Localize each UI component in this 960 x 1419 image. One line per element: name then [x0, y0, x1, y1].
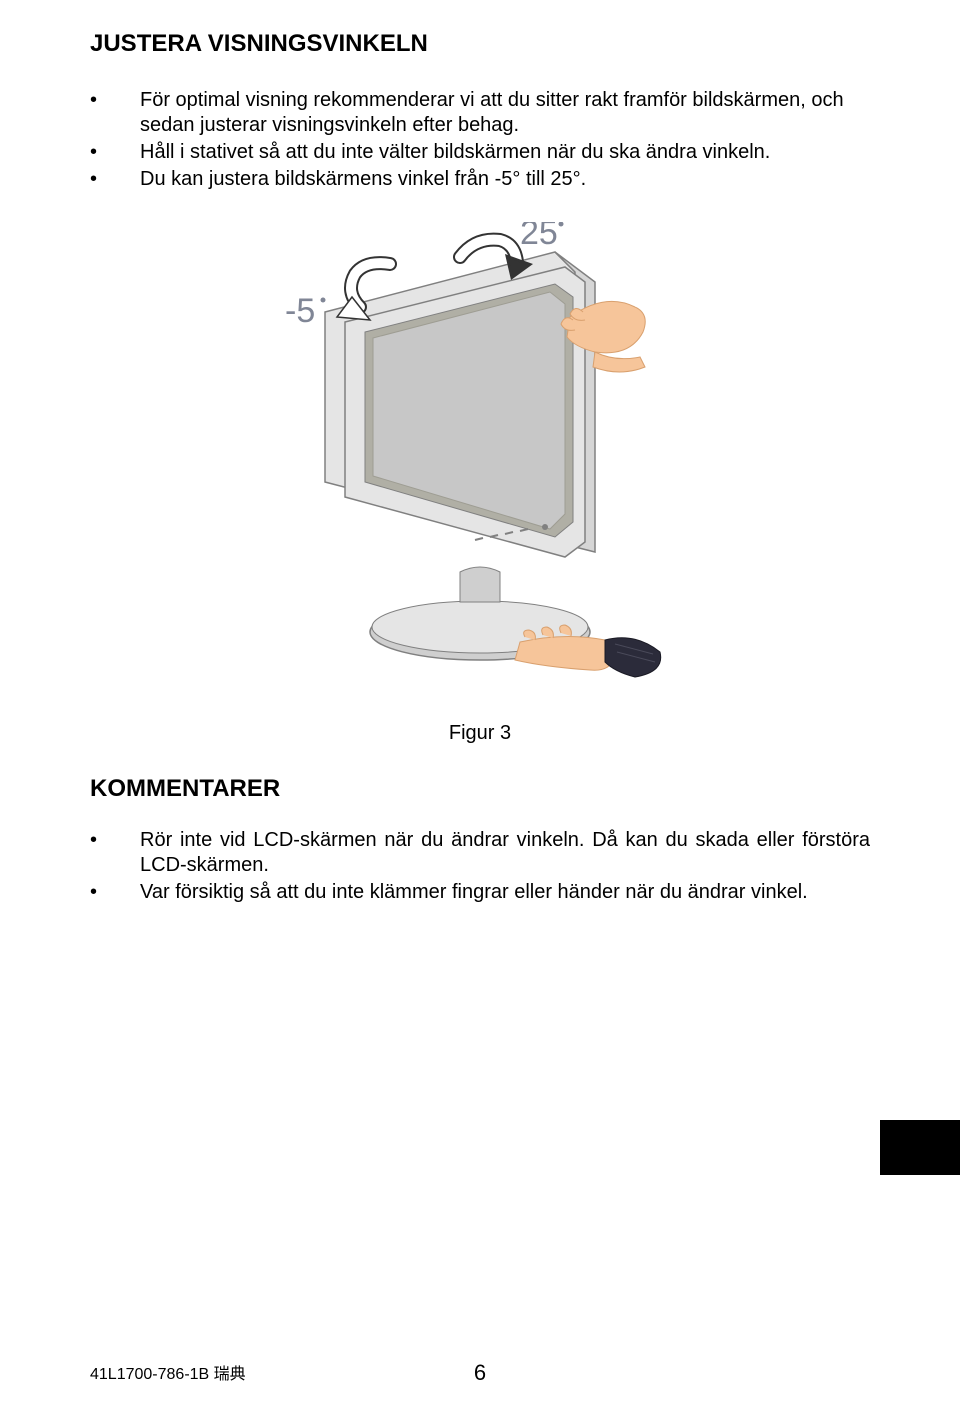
- bullet-item: För optimal visning rekommenderar vi att…: [90, 88, 870, 138]
- label-minus5: -5: [285, 292, 315, 330]
- bullet-list-1: För optimal visning rekommenderar vi att…: [90, 88, 870, 192]
- page-footer: 41L1700-786-1B 瑞典 6: [90, 1360, 870, 1384]
- figure-caption: Figur 3: [90, 722, 870, 745]
- bullet-item: Håll i stativet så att du inte välter bi…: [90, 140, 870, 165]
- section-heading: JUSTERA VISNINGSVINKELN: [90, 30, 870, 58]
- monitor-tilt-diagram: 25 -5: [265, 222, 695, 692]
- figure-3: 25 -5: [90, 222, 870, 697]
- page-edge-tab: [880, 1120, 960, 1175]
- label-25: 25: [520, 222, 558, 252]
- comments-heading: KOMMENTARER: [90, 775, 870, 803]
- bullet-item: Var försiktig så att du inte klämmer fin…: [90, 880, 870, 905]
- bullet-list-2: Rör inte vid LCD-skärmen när du ändrar v…: [90, 828, 870, 905]
- bullet-item: Rör inte vid LCD-skärmen när du ändrar v…: [90, 828, 870, 878]
- bullet-item: Du kan justera bildskärmens vinkel från …: [90, 167, 870, 192]
- footer-code: 41L1700-786-1B 瑞典: [90, 1360, 246, 1384]
- page-number: 6: [474, 1360, 486, 1386]
